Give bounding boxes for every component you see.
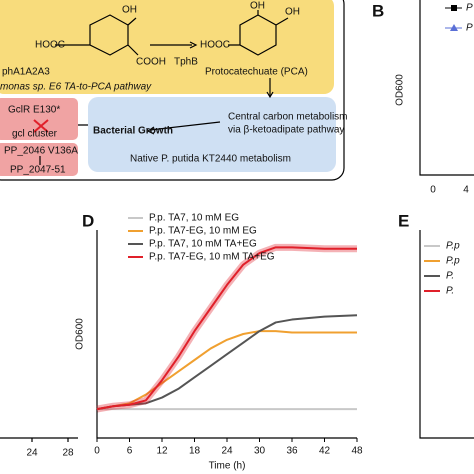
label: monas sp. E6 TA-to-PCA pathway <box>0 82 152 93</box>
legend-text: P <box>466 3 473 14</box>
x-label: Time (h) <box>209 461 246 472</box>
legend-text: P.p. TA7-EG, 10 mM EG <box>149 226 257 237</box>
label: OH <box>122 5 137 16</box>
label: HOOC <box>200 40 230 51</box>
label: Bacterial Growth <box>93 126 173 137</box>
x-tick-label: 18 <box>189 446 201 457</box>
legend-text: P.p <box>446 241 460 252</box>
x-tick-label: 0 <box>430 185 436 196</box>
series-line <box>96 330 357 411</box>
axes <box>419 230 474 439</box>
series-line <box>96 246 357 411</box>
legend-text: P. <box>446 271 454 282</box>
knockout-cross <box>33 119 49 133</box>
legend-marker <box>450 24 458 31</box>
outer-box <box>0 0 345 181</box>
x-tick-label: 36 <box>286 446 298 457</box>
legend: P.p P.p P. P. <box>424 241 460 297</box>
axes <box>419 0 474 176</box>
legend-text: P.p. TA7-EG, 10 mM TA+EG <box>149 252 275 263</box>
panel-label: E <box>398 211 409 230</box>
legend-text: P.p. TA7, 10 mM TA+EG <box>149 239 257 250</box>
label: PP_2047-51 <box>10 165 66 176</box>
y-label: OD600 <box>75 318 86 350</box>
chart: D Time (h) OD600 0 6 12 18 24 30 36 42 48 P.p. TA… <box>75 211 363 471</box>
x-tick-label: 4 <box>463 185 469 196</box>
x-tick-label: 42 <box>319 446 331 457</box>
label: TphB <box>174 57 198 68</box>
label: OH <box>285 7 300 18</box>
native-box <box>88 97 336 172</box>
pathway-box <box>0 0 334 94</box>
x-tick-label: 24 <box>221 446 233 457</box>
label: gcl cluster <box>12 129 58 140</box>
x-tick-label: 48 <box>351 446 363 457</box>
label: phA1A2A3 <box>2 67 50 78</box>
legend-text: P.p <box>446 256 460 267</box>
label: HOOC <box>35 40 65 51</box>
molecule-right <box>228 10 289 56</box>
x-tick-label: 28 <box>62 448 74 459</box>
legend-marker <box>451 5 457 11</box>
x-tick-label: 6 <box>127 446 133 457</box>
label: OH <box>250 1 265 12</box>
x-tick-label: 0 <box>94 446 100 457</box>
x-tick-label: 30 <box>254 446 266 457</box>
axes <box>0 437 78 442</box>
label: Protocatechuate (PCA) <box>205 67 308 78</box>
label: GclR E130* <box>8 105 60 116</box>
label: via β-ketoadipate pathway <box>228 125 344 136</box>
x-tick-label: 12 <box>156 446 168 457</box>
panel-label: B <box>372 1 384 20</box>
legend-text: P <box>466 23 473 34</box>
x-tick-label: 24 <box>26 448 38 459</box>
label: Central carbon metabolism <box>228 112 348 123</box>
gclr-box <box>0 98 78 140</box>
label: COOH <box>136 57 166 68</box>
label: PP_2046 V136A <box>4 146 78 157</box>
molecule-left <box>55 14 139 56</box>
label: Native P. putida KT2440 metabolism <box>130 154 291 165</box>
legend-text: P. <box>446 286 454 297</box>
legend-text: P.p. TA7, 10 mM EG <box>149 213 239 224</box>
arrows <box>39 41 274 165</box>
pp-box <box>0 143 78 176</box>
y-label: OD600 <box>395 74 406 106</box>
panel-label: D <box>82 211 94 230</box>
